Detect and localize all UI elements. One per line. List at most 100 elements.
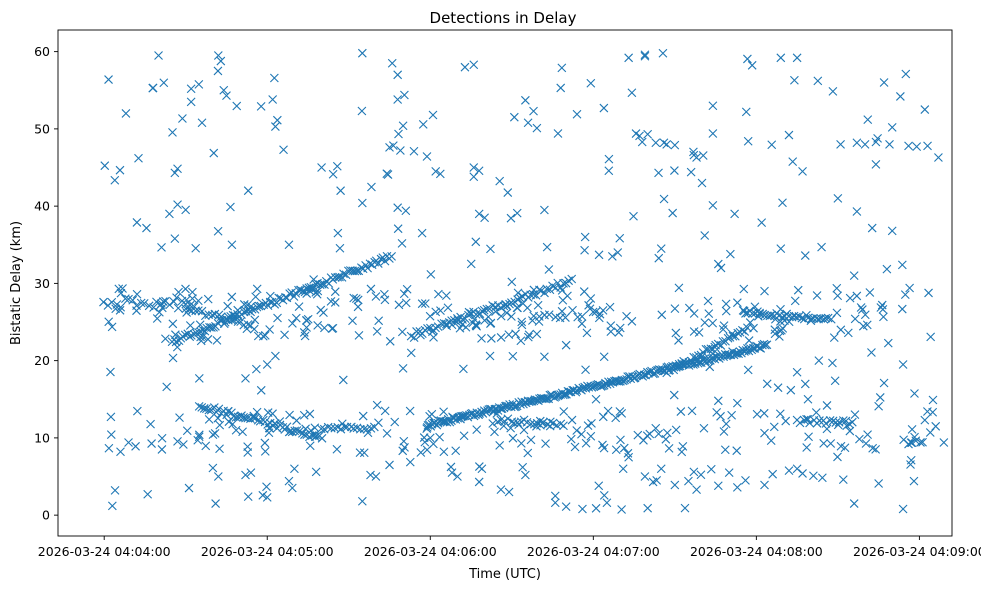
data-point xyxy=(400,442,409,452)
data-point xyxy=(132,289,142,299)
data-point xyxy=(586,78,596,88)
data-point xyxy=(906,455,916,465)
data-point xyxy=(279,145,288,155)
data-point xyxy=(762,340,772,350)
data-point xyxy=(188,287,197,297)
data-point xyxy=(273,313,282,323)
data-point xyxy=(680,503,690,513)
data-point xyxy=(99,297,108,307)
data-point xyxy=(787,312,797,322)
data-point xyxy=(507,312,516,321)
data-point xyxy=(252,284,262,294)
x-tick-label: 2026-03-24 04:04:00 xyxy=(38,544,171,559)
data-point xyxy=(577,312,587,321)
data-point xyxy=(534,312,544,321)
data-point xyxy=(191,243,201,253)
data-point xyxy=(237,411,246,421)
data-point xyxy=(624,452,634,462)
data-point xyxy=(371,472,381,481)
data-point xyxy=(393,95,403,104)
data-point xyxy=(792,312,801,322)
data-point xyxy=(678,441,688,451)
data-point xyxy=(250,315,260,325)
data-point xyxy=(640,472,650,481)
data-point xyxy=(651,423,661,433)
data-point xyxy=(784,317,794,327)
data-point xyxy=(243,186,253,196)
data-point xyxy=(568,305,577,315)
data-point xyxy=(287,427,297,437)
data-point xyxy=(581,365,590,375)
data-point xyxy=(124,438,133,447)
data-point xyxy=(436,306,445,316)
data-point xyxy=(724,468,734,478)
data-point xyxy=(743,365,753,375)
data-point xyxy=(619,443,629,453)
data-point xyxy=(811,408,821,417)
data-point xyxy=(699,423,709,433)
data-point xyxy=(416,330,425,340)
data-point xyxy=(599,103,609,113)
data-point xyxy=(223,301,233,311)
data-point xyxy=(305,409,315,419)
data-point xyxy=(523,118,533,128)
data-point xyxy=(357,106,367,116)
data-point xyxy=(776,244,786,254)
data-point xyxy=(196,332,205,342)
data-point xyxy=(202,404,211,414)
data-point xyxy=(659,194,669,204)
data-point xyxy=(451,446,461,456)
y-tick-label: 20 xyxy=(34,353,50,368)
data-point xyxy=(332,161,342,171)
data-point xyxy=(814,356,824,366)
data-point xyxy=(172,342,182,352)
data-point xyxy=(804,432,813,442)
data-point xyxy=(563,291,572,301)
data-point xyxy=(657,310,667,320)
data-point xyxy=(328,169,338,179)
data-point xyxy=(492,409,502,418)
data-point xyxy=(760,340,770,350)
data-point xyxy=(194,79,204,89)
data-point xyxy=(256,301,266,311)
data-point xyxy=(170,168,180,178)
data-point xyxy=(572,426,582,435)
data-point xyxy=(203,294,213,304)
data-point xyxy=(602,498,612,508)
data-point xyxy=(249,413,258,423)
data-point xyxy=(687,356,696,366)
data-point xyxy=(216,312,226,322)
data-point xyxy=(551,392,561,401)
data-point xyxy=(459,431,469,441)
data-point xyxy=(472,425,482,435)
data-point xyxy=(906,438,916,448)
data-point xyxy=(355,448,365,458)
data-point xyxy=(506,423,516,433)
data-point xyxy=(759,408,769,418)
data-point xyxy=(343,266,353,276)
data-point xyxy=(193,296,203,306)
data-point xyxy=(443,303,453,313)
data-point xyxy=(792,367,802,377)
data-point xyxy=(836,441,846,451)
data-point xyxy=(523,448,533,458)
data-point xyxy=(302,323,311,332)
data-point xyxy=(173,436,182,446)
data-point xyxy=(833,452,842,462)
data-point xyxy=(246,468,256,478)
data-point xyxy=(928,407,938,417)
data-point xyxy=(175,413,184,423)
data-point xyxy=(836,325,846,335)
data-point xyxy=(182,308,192,317)
data-point xyxy=(461,322,471,332)
data-point xyxy=(855,434,864,444)
data-point xyxy=(330,298,340,307)
data-point xyxy=(828,358,837,368)
data-point xyxy=(770,314,780,324)
data-point xyxy=(721,299,731,309)
data-point xyxy=(520,95,530,105)
data-point xyxy=(794,312,804,321)
data-point xyxy=(708,129,718,138)
data-point xyxy=(496,485,506,495)
data-point xyxy=(624,53,634,63)
